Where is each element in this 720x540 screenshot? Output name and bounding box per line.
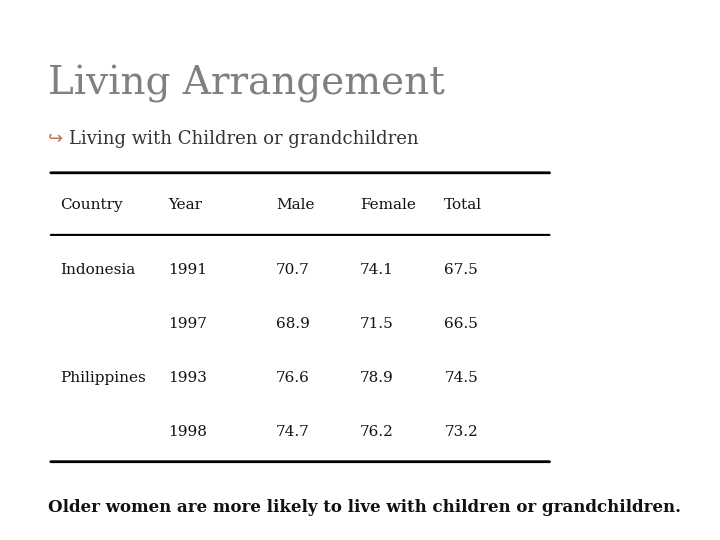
Text: 71.5: 71.5	[360, 317, 394, 331]
Text: Philippines: Philippines	[60, 371, 145, 385]
Text: 76.2: 76.2	[360, 425, 394, 439]
Text: Year: Year	[168, 198, 202, 212]
Text: 1991: 1991	[168, 263, 207, 277]
Text: 66.5: 66.5	[444, 317, 478, 331]
Text: 74.7: 74.7	[276, 425, 310, 439]
Text: Country: Country	[60, 198, 122, 212]
Text: 1993: 1993	[168, 371, 207, 385]
Text: Male: Male	[276, 198, 315, 212]
Text: 67.5: 67.5	[444, 263, 478, 277]
Text: Older women are more likely to live with children or grandchildren.: Older women are more likely to live with…	[48, 500, 681, 516]
Text: 1997: 1997	[168, 317, 207, 331]
Text: Female: Female	[360, 198, 416, 212]
Text: ↪: ↪	[48, 130, 69, 147]
Text: 74.5: 74.5	[444, 371, 478, 385]
Text: 70.7: 70.7	[276, 263, 310, 277]
Text: 76.6: 76.6	[276, 371, 310, 385]
Text: Indonesia: Indonesia	[60, 263, 135, 277]
Text: 74.1: 74.1	[360, 263, 394, 277]
Text: 78.9: 78.9	[360, 371, 394, 385]
Text: 68.9: 68.9	[276, 317, 310, 331]
Text: Living Arrangement: Living Arrangement	[48, 65, 445, 103]
Text: 1998: 1998	[168, 425, 207, 439]
Text: 73.2: 73.2	[444, 425, 478, 439]
Text: Total: Total	[444, 198, 482, 212]
Text: Living with Children or grandchildren: Living with Children or grandchildren	[69, 130, 418, 147]
